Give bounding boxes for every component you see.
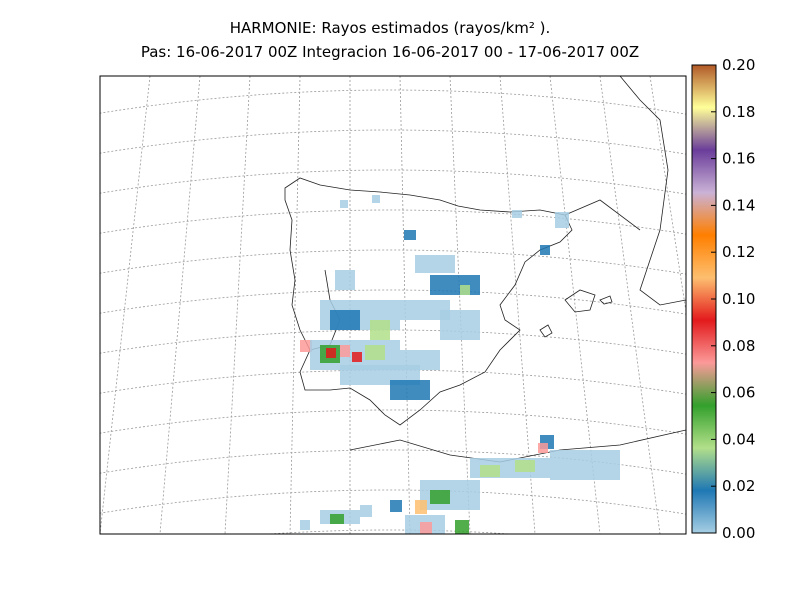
colorbar-tick-label: 0.16 [722,150,755,168]
colorbar-tick-label: 0.00 [722,524,755,542]
lightning-cells [300,195,620,534]
colorbar-tick-label: 0.06 [722,384,755,402]
map-area [100,76,686,534]
colorbar-tick-label: 0.04 [722,430,755,448]
map-frame [99,75,687,535]
colorbar-tick-label: 0.08 [722,337,755,355]
colorbar: 0.00 0.02 0.04 0.06 0.08 0.10 0.12 0.14 0.16 0.18… [691,56,755,542]
colorbar-tick-label: 0.14 [722,196,755,214]
colorbar-tick-label: 0.02 [722,477,755,495]
graticule [100,76,686,534]
colorbar-tick-label: 0.12 [722,243,755,261]
coastlines [284,76,686,463]
colorbar-tick-label: 0.10 [722,290,755,308]
colorbar-tick-label: 0.18 [722,103,755,121]
chart-title: HARMONIE: Rayos estimados (rayos/km² ). [230,19,551,37]
colorbar-tick-label: 0.20 [722,56,755,74]
chart-subtitle: Pas: 16-06-2017 00Z Integracion 16-06-20… [141,43,639,61]
